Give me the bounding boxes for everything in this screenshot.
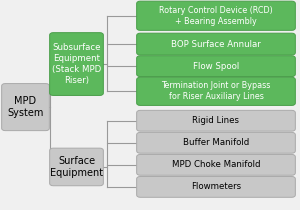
Text: MPD Choke Manifold: MPD Choke Manifold — [172, 160, 260, 169]
Text: MPD
System: MPD System — [7, 96, 44, 118]
FancyBboxPatch shape — [136, 176, 295, 197]
FancyBboxPatch shape — [136, 110, 295, 131]
FancyBboxPatch shape — [136, 1, 295, 30]
Text: Rigid Lines: Rigid Lines — [193, 116, 239, 125]
Text: Surface
Equipment: Surface Equipment — [50, 156, 103, 178]
FancyBboxPatch shape — [2, 84, 49, 131]
FancyBboxPatch shape — [50, 33, 103, 95]
Text: Rotary Control Device (RCD)
+ Bearing Assembly: Rotary Control Device (RCD) + Bearing As… — [159, 6, 273, 26]
FancyBboxPatch shape — [50, 148, 103, 186]
FancyBboxPatch shape — [136, 132, 295, 153]
Text: Termination Joint or Bypass
for Riser Auxiliary Lines: Termination Joint or Bypass for Riser Au… — [161, 81, 271, 101]
FancyBboxPatch shape — [136, 77, 295, 105]
FancyBboxPatch shape — [136, 155, 295, 175]
Text: Flowmeters: Flowmeters — [191, 182, 241, 191]
Text: Subsurface
Equipment
(Stack MPD
Riser): Subsurface Equipment (Stack MPD Riser) — [52, 43, 101, 85]
Text: Flow Spool: Flow Spool — [193, 62, 239, 71]
FancyBboxPatch shape — [136, 56, 295, 76]
FancyBboxPatch shape — [136, 33, 295, 55]
Text: BOP Surface Annular: BOP Surface Annular — [171, 40, 261, 49]
Text: Buffer Manifold: Buffer Manifold — [183, 138, 249, 147]
